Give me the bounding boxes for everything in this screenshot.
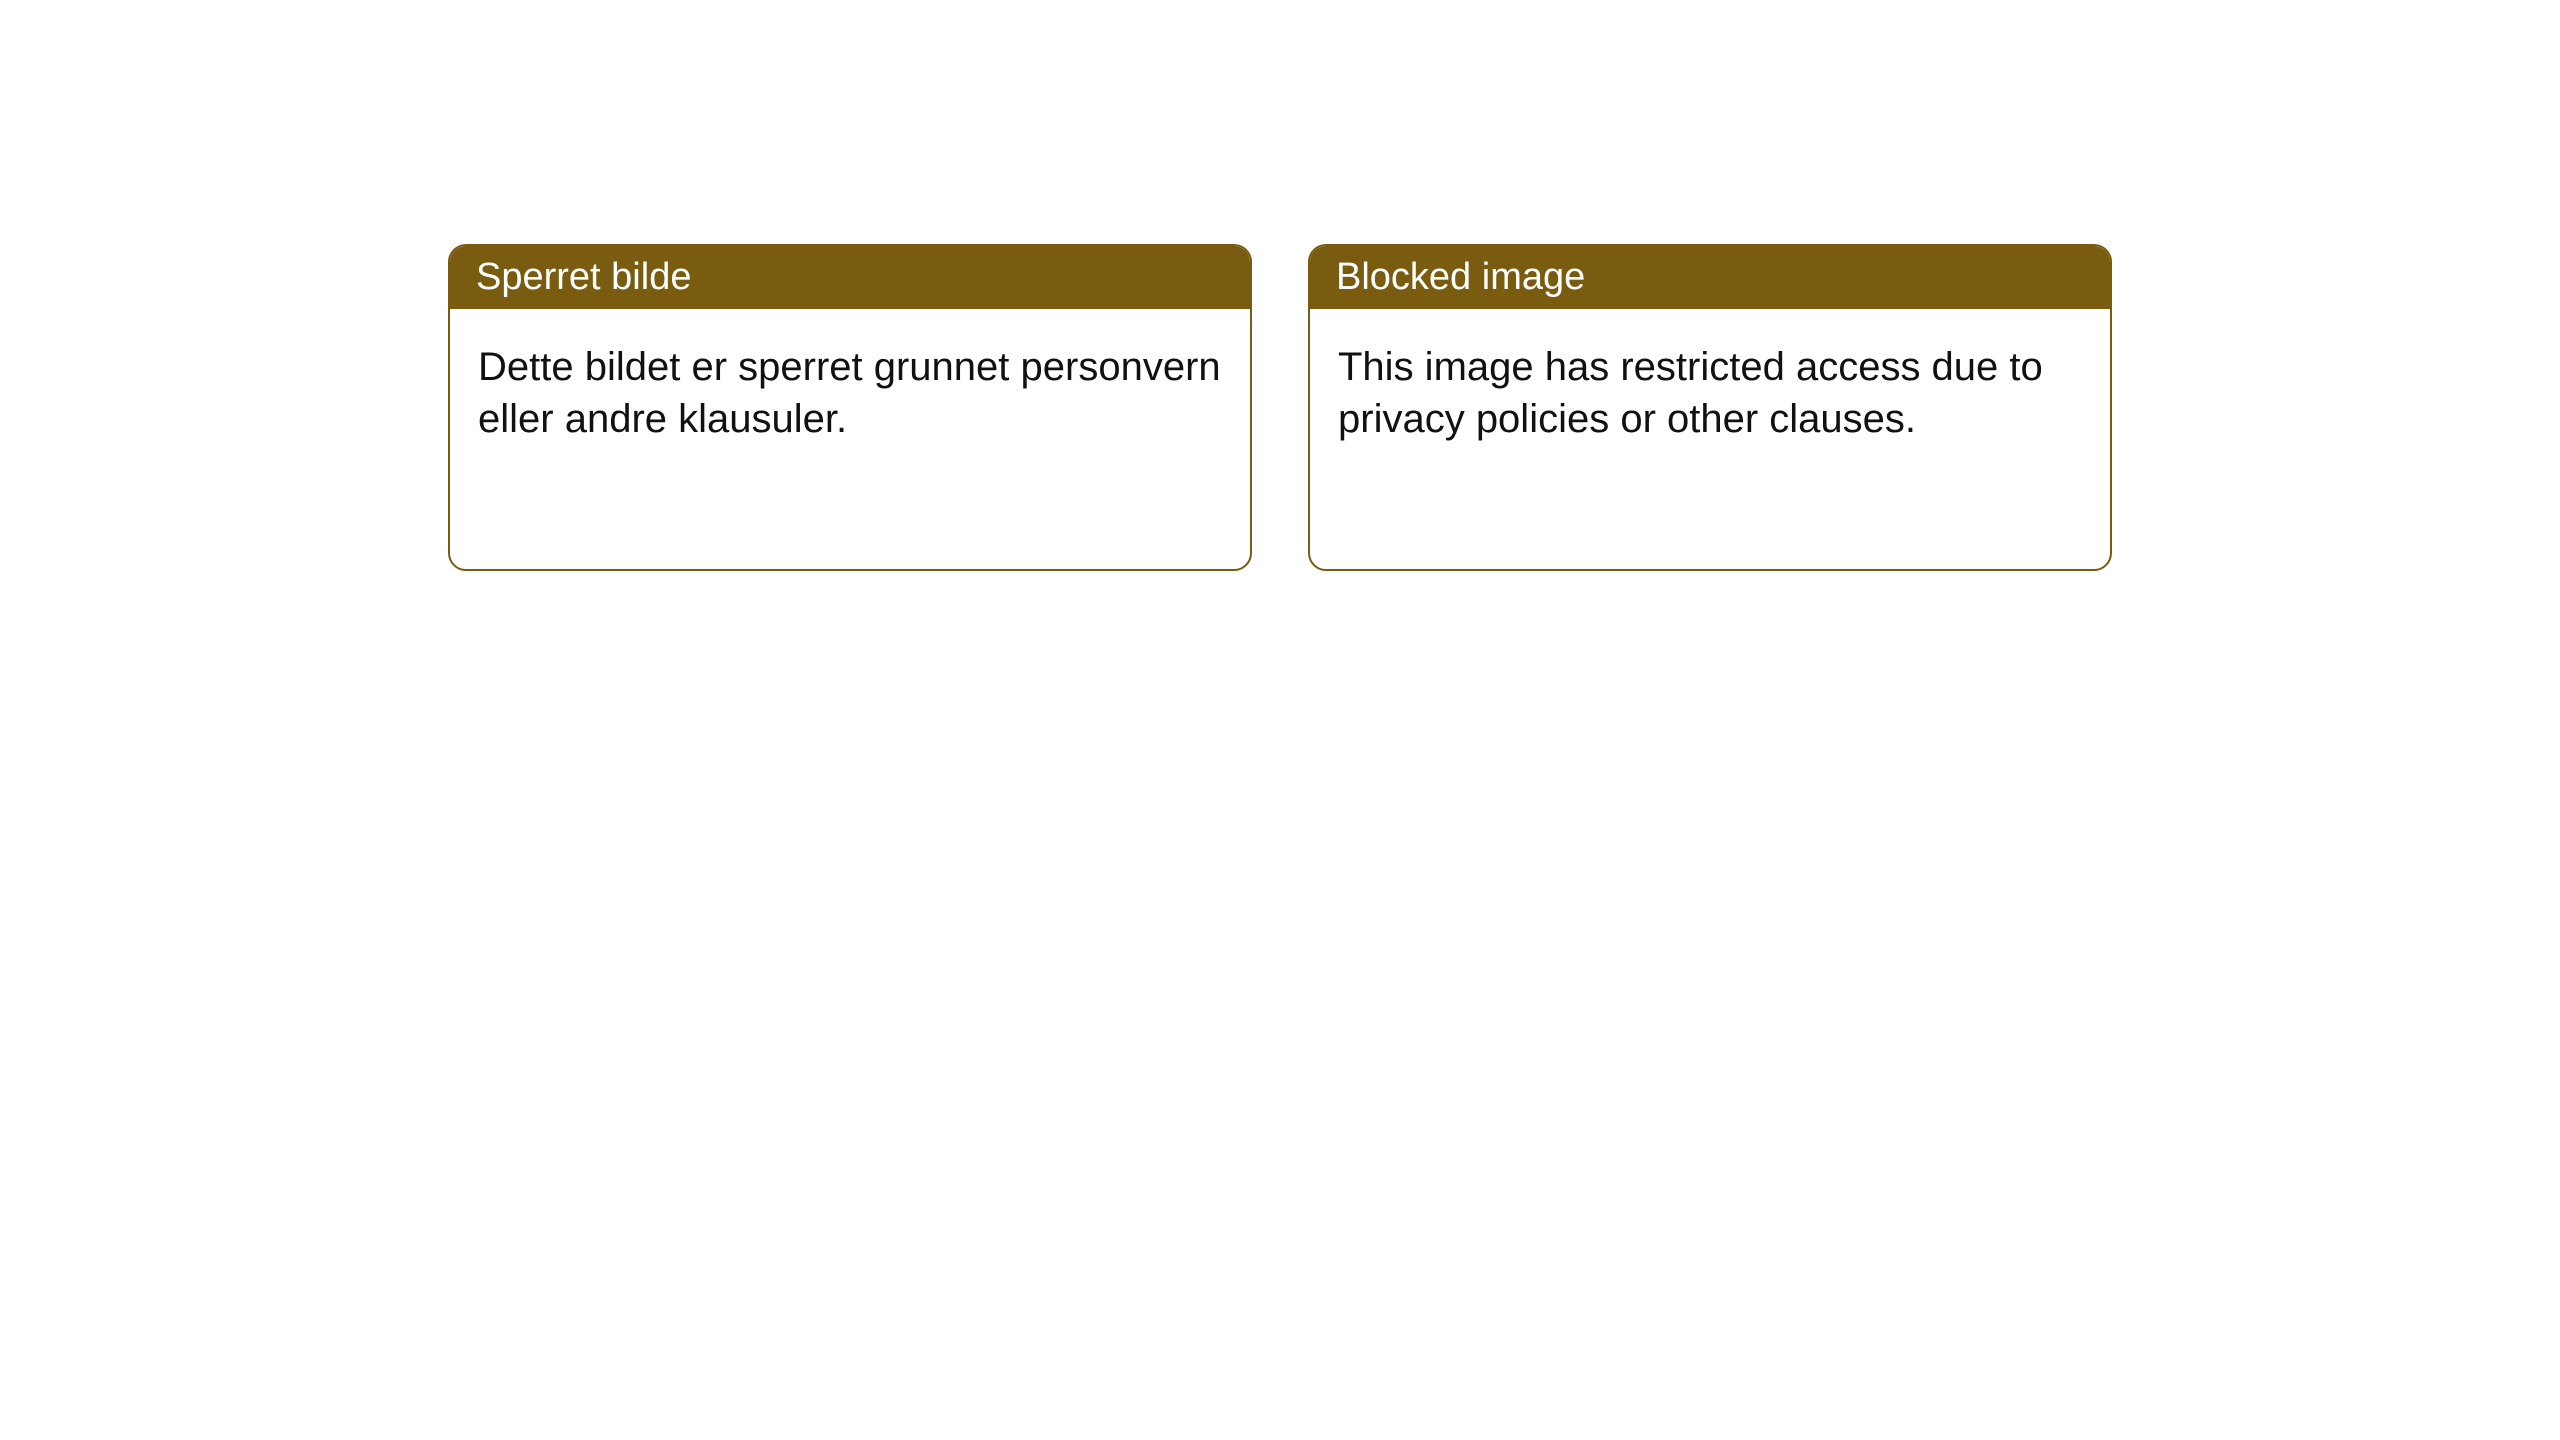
card-body: This image has restricted access due to …	[1310, 309, 2110, 569]
card-body: Dette bildet er sperret grunnet personve…	[450, 309, 1250, 569]
notice-card-english: Blocked image This image has restricted …	[1308, 244, 2112, 571]
card-message: This image has restricted access due to …	[1338, 341, 2082, 445]
card-title: Blocked image	[1336, 256, 1585, 298]
card-message: Dette bildet er sperret grunnet personve…	[478, 341, 1222, 445]
notice-card-norwegian: Sperret bilde Dette bildet er sperret gr…	[448, 244, 1252, 571]
notice-container: Sperret bilde Dette bildet er sperret gr…	[0, 0, 2560, 571]
card-header: Blocked image	[1310, 246, 2110, 309]
card-title: Sperret bilde	[476, 256, 691, 298]
card-header: Sperret bilde	[450, 246, 1250, 309]
